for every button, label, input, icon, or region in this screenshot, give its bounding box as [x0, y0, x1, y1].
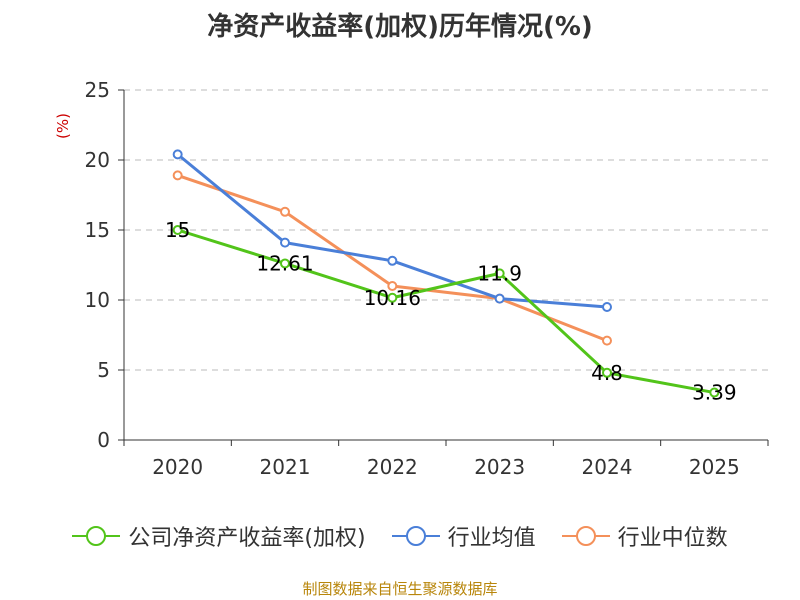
y-tick-label: 10 [85, 288, 110, 312]
legend-item[interactable]: 行业中位数 [561, 520, 728, 552]
data-label: 3.39 [692, 381, 737, 405]
y-tick-label: 25 [85, 78, 110, 102]
legend-swatch-icon [72, 526, 121, 546]
x-tick-label: 2023 [474, 455, 525, 479]
legend-swatch-icon [391, 526, 440, 546]
data-label: 15 [165, 218, 190, 242]
legend-label: 公司净资产收益率(加权) [128, 526, 366, 551]
x-tick-label: 2020 [152, 455, 203, 479]
legend-label: 行业均值 [447, 526, 536, 551]
data-label: 10.16 [364, 286, 421, 310]
y-axis-label: (%) [54, 113, 72, 139]
data-point [602, 367, 612, 378]
data-point [172, 225, 183, 235]
legend-label: 行业中位数 [617, 526, 728, 551]
x-tick-label: 2022 [367, 455, 418, 479]
data-point [387, 255, 398, 266]
legend-item[interactable]: 公司净资产收益率(加权) [72, 520, 366, 552]
y-tick-label: 0 [97, 428, 110, 452]
x-tick-label: 2024 [582, 455, 633, 479]
source-note: 制图数据来自恒生聚源数据库 [302, 580, 498, 598]
y-tick-label: 15 [85, 218, 110, 242]
data-point [280, 258, 290, 269]
data-label: 11.9 [477, 261, 522, 285]
legend-marker [86, 526, 107, 546]
data-point [280, 206, 290, 217]
legend-marker [405, 526, 426, 546]
data-point [709, 387, 720, 398]
data-point [494, 293, 505, 304]
series-line [177, 228, 715, 395]
legend-marker [575, 526, 596, 546]
data-label: 4.8 [591, 361, 623, 385]
data-point [172, 149, 183, 160]
y-tick-label: 5 [97, 358, 110, 382]
legend: 公司净资产收益率(加权) 行业均值 行业中位数 [0, 520, 800, 552]
legend-item[interactable]: 行业均值 [391, 520, 536, 552]
y-tick-label: 20 [85, 148, 110, 172]
data-point [172, 170, 183, 181]
chart-title: 净资产收益率(加权)历年情况(%) [207, 12, 593, 42]
data-point [387, 281, 398, 291]
data-point [387, 292, 398, 303]
data-point [494, 268, 505, 279]
data-label: 12.61 [256, 251, 313, 275]
data-point [602, 302, 612, 312]
x-tick-label: 2025 [689, 455, 740, 479]
data-point [280, 237, 290, 248]
x-tick-label: 2021 [260, 455, 311, 479]
legend-swatch-icon [561, 526, 610, 546]
data-point [602, 335, 612, 346]
